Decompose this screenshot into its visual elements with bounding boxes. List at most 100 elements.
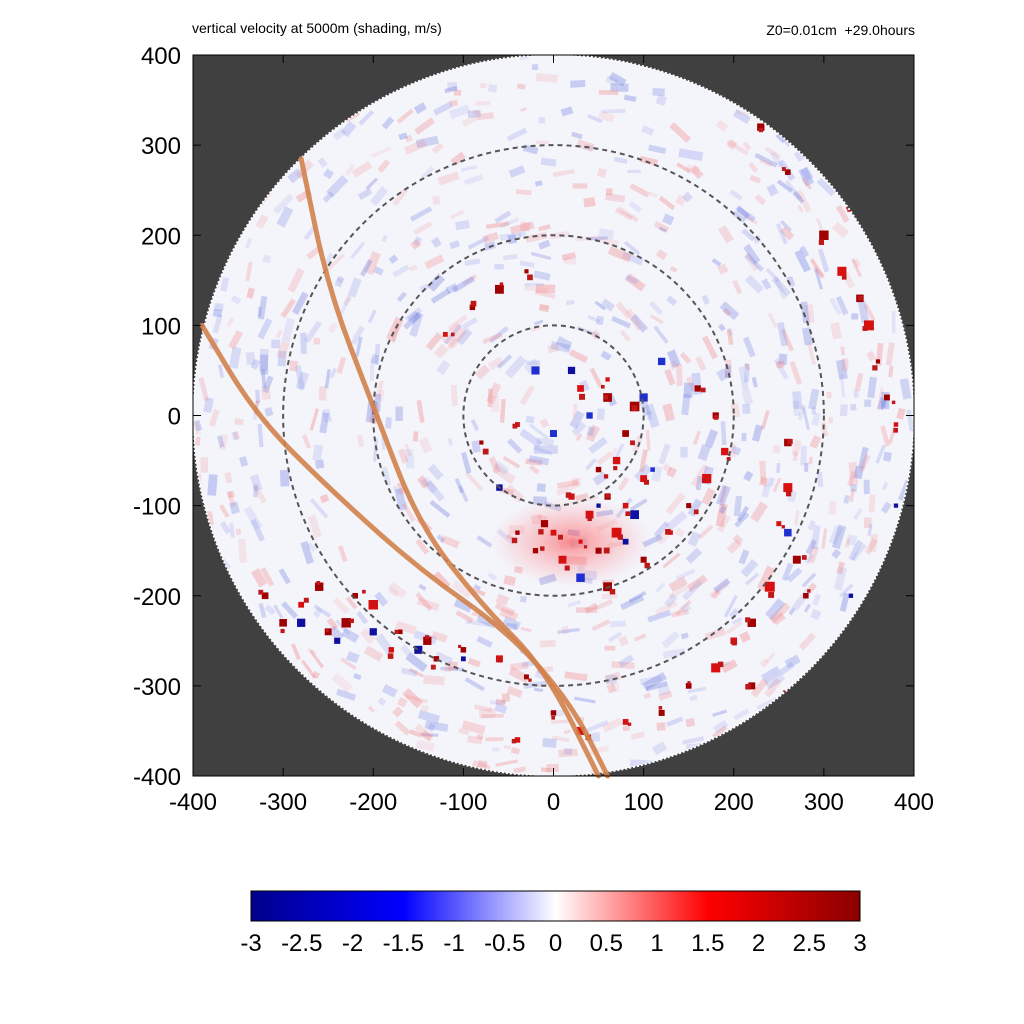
texture-cell bbox=[809, 258, 825, 279]
updraft-cell bbox=[577, 385, 584, 392]
texture-cell bbox=[443, 665, 452, 673]
texture-cell bbox=[743, 214, 759, 225]
texture-cell bbox=[775, 360, 785, 369]
texture-cell bbox=[370, 186, 388, 207]
texture-cell bbox=[569, 410, 585, 430]
updraft-cell bbox=[280, 628, 285, 634]
texture-cell bbox=[786, 275, 796, 288]
texture-cell bbox=[743, 252, 761, 272]
texture-cell bbox=[413, 102, 427, 115]
texture-cell bbox=[662, 403, 675, 422]
texture-cell bbox=[840, 374, 846, 398]
texture-cell bbox=[551, 735, 570, 743]
texture-cell bbox=[250, 518, 266, 542]
texture-cell bbox=[281, 317, 295, 343]
texture-cell bbox=[829, 297, 842, 316]
texture-cell bbox=[494, 602, 516, 617]
texture-cell bbox=[628, 200, 643, 213]
texture-cell bbox=[854, 372, 864, 392]
texture-cell bbox=[229, 501, 240, 515]
texture-cell bbox=[826, 391, 832, 399]
texture-cell bbox=[228, 330, 244, 350]
texture-cell bbox=[611, 661, 635, 669]
texture-cell bbox=[317, 157, 328, 168]
texture-cell bbox=[625, 273, 646, 292]
updraft-cell bbox=[362, 589, 366, 594]
texture-cell bbox=[357, 187, 373, 200]
updraft-cell bbox=[787, 438, 793, 445]
texture-cell bbox=[322, 191, 334, 203]
colorbar-tick-label: 0 bbox=[549, 930, 562, 957]
texture-cell bbox=[849, 403, 857, 411]
texture-cell bbox=[519, 428, 543, 448]
texture-cell bbox=[524, 282, 544, 287]
updraft-cell bbox=[316, 581, 321, 585]
texture-cell bbox=[850, 484, 857, 492]
texture-cell bbox=[662, 648, 686, 659]
texture-cell bbox=[880, 425, 891, 447]
updraft-cell bbox=[605, 377, 610, 382]
texture-cell bbox=[835, 359, 848, 380]
texture-cell bbox=[294, 365, 305, 390]
texture-cell bbox=[732, 109, 751, 125]
updraft-cell bbox=[528, 678, 532, 682]
updraft-cell bbox=[394, 629, 399, 634]
texture-cell bbox=[312, 444, 324, 462]
texture-cell bbox=[405, 694, 428, 704]
texture-cell bbox=[763, 677, 782, 698]
texture-cell bbox=[800, 166, 814, 182]
texture-cell bbox=[810, 608, 822, 621]
texture-cell bbox=[742, 336, 756, 358]
updraft-cell bbox=[512, 423, 518, 429]
texture-cell bbox=[397, 448, 409, 464]
texture-cell bbox=[786, 567, 803, 583]
texture-cell bbox=[794, 249, 811, 273]
x-tick-label: -400 bbox=[169, 789, 217, 816]
texture-cell bbox=[470, 419, 479, 431]
texture-cell bbox=[257, 306, 262, 317]
y-tick-label: 100 bbox=[141, 313, 181, 340]
updraft-cell bbox=[450, 332, 455, 337]
updraft-cell bbox=[498, 658, 503, 663]
texture-cell bbox=[687, 498, 703, 517]
texture-cell bbox=[485, 737, 504, 742]
updraft-cell bbox=[694, 385, 701, 392]
texture-cell bbox=[634, 633, 647, 642]
texture-cell bbox=[639, 155, 659, 167]
updraft-cell bbox=[701, 478, 707, 483]
texture-cell bbox=[563, 748, 573, 755]
texture-cell bbox=[769, 151, 784, 169]
texture-cell bbox=[542, 737, 557, 748]
texture-cell bbox=[326, 174, 349, 198]
texture-cell bbox=[741, 432, 747, 442]
texture-cell bbox=[754, 193, 767, 206]
texture-cell bbox=[641, 125, 655, 136]
texture-cell bbox=[207, 474, 218, 496]
texture-cell bbox=[453, 597, 473, 613]
texture-cell bbox=[346, 651, 360, 664]
texture-cell bbox=[639, 400, 652, 417]
texture-cell bbox=[395, 621, 417, 635]
texture-cell bbox=[851, 258, 863, 278]
y-tick-label: -400 bbox=[133, 764, 181, 791]
texture-cell bbox=[523, 358, 541, 374]
texture-cell bbox=[502, 455, 521, 469]
texture-cell bbox=[718, 225, 734, 244]
texture-cell bbox=[728, 607, 740, 619]
texture-cell bbox=[623, 94, 637, 103]
texture-cell bbox=[381, 684, 398, 698]
texture-cell bbox=[564, 671, 588, 682]
texture-cell bbox=[230, 295, 242, 305]
texture-cell bbox=[720, 421, 727, 446]
updraft-cell bbox=[515, 530, 520, 535]
texture-cell bbox=[506, 127, 528, 142]
texture-cell bbox=[632, 434, 644, 453]
texture-cell bbox=[334, 276, 344, 288]
texture-cell bbox=[502, 615, 522, 631]
updraft-cell bbox=[595, 547, 602, 554]
texture-cell bbox=[730, 445, 742, 456]
updraft-cell bbox=[595, 466, 602, 473]
texture-cell bbox=[271, 339, 280, 349]
texture-cell bbox=[291, 291, 309, 315]
updraft-cell bbox=[325, 628, 329, 632]
